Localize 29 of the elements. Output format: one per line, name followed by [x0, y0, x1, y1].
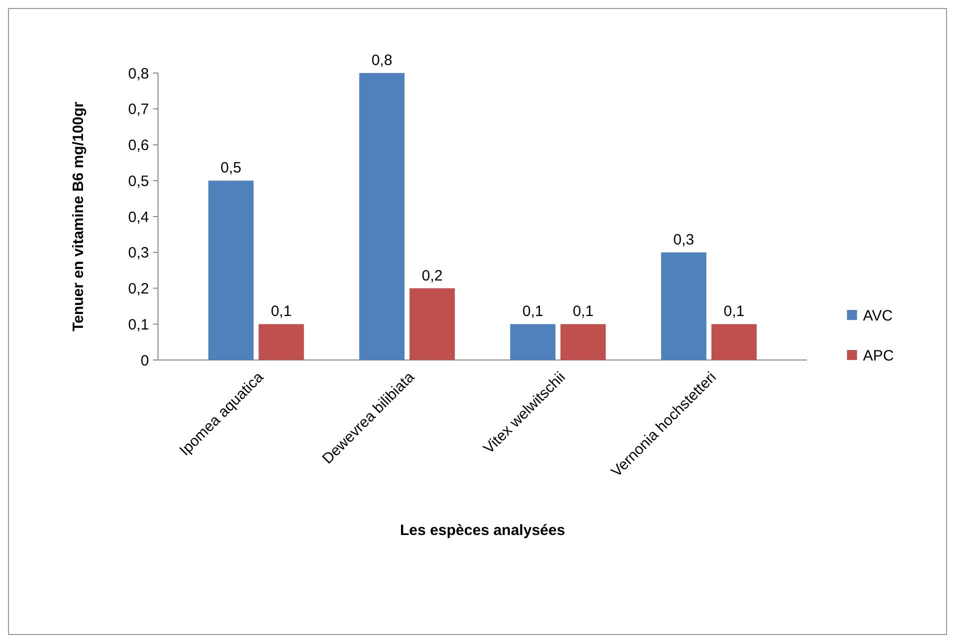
y-tick-label: 0,7 — [128, 101, 149, 118]
bar — [258, 324, 304, 360]
bar — [711, 324, 757, 360]
data-label: 0,1 — [572, 303, 594, 320]
data-label: 0,5 — [220, 160, 242, 177]
data-label: 0,1 — [270, 303, 292, 320]
x-axis-title: Les espèces analysées — [400, 522, 566, 539]
legend-label: AVC — [863, 307, 893, 324]
bar — [208, 180, 254, 360]
bar — [410, 288, 455, 360]
data-label: 0,8 — [371, 52, 392, 69]
bar — [661, 252, 706, 360]
y-axis-title: Tenuer en vitamine B6 mg/100gr — [70, 101, 87, 332]
y-tick-label: 0 — [140, 352, 149, 370]
y-tick-label: 0,2 — [128, 280, 149, 298]
data-label: 0,3 — [673, 231, 694, 248]
y-tick-label: 0,6 — [128, 137, 149, 154]
legend-label: APC — [863, 347, 894, 364]
y-tick-label: 0,1 — [128, 316, 149, 334]
y-tick-label: 0,3 — [128, 244, 149, 262]
y-tick-label: 0,8 — [128, 65, 149, 82]
data-label: 0,1 — [724, 303, 744, 320]
y-tick-label: 0,5 — [128, 172, 149, 190]
data-label: 0,2 — [422, 267, 443, 284]
bar — [510, 324, 556, 360]
bar — [359, 73, 405, 360]
data-label: 0,1 — [522, 303, 544, 320]
bar — [560, 324, 606, 360]
y-tick-label: 0,4 — [128, 208, 149, 226]
